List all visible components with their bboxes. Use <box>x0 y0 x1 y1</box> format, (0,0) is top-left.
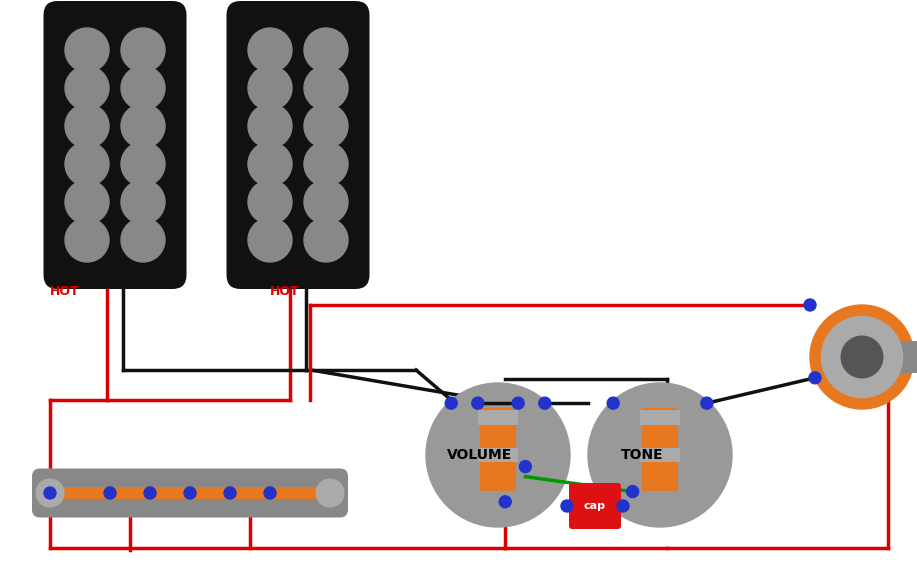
Bar <box>478 411 518 425</box>
Bar <box>50 487 330 499</box>
Circle shape <box>248 142 292 186</box>
Bar <box>480 451 516 491</box>
Circle shape <box>588 383 732 527</box>
Circle shape <box>248 28 292 72</box>
Circle shape <box>121 180 165 224</box>
Text: VOLUME: VOLUME <box>447 448 513 462</box>
Circle shape <box>304 180 348 224</box>
Circle shape <box>121 218 165 262</box>
Circle shape <box>121 142 165 186</box>
Bar <box>480 408 516 448</box>
Text: HOT: HOT <box>270 285 300 298</box>
Circle shape <box>519 461 531 473</box>
Circle shape <box>701 397 713 409</box>
Circle shape <box>561 500 573 512</box>
Bar <box>900 342 917 373</box>
Bar <box>640 411 680 425</box>
Circle shape <box>248 104 292 148</box>
Circle shape <box>316 479 344 507</box>
Circle shape <box>426 383 570 527</box>
Circle shape <box>499 496 511 508</box>
Circle shape <box>810 305 914 409</box>
Circle shape <box>841 336 883 378</box>
Circle shape <box>65 66 109 110</box>
Circle shape <box>539 397 551 409</box>
FancyBboxPatch shape <box>43 1 186 289</box>
Circle shape <box>248 180 292 224</box>
Circle shape <box>36 479 64 507</box>
Circle shape <box>121 28 165 72</box>
Bar <box>642 408 678 448</box>
Circle shape <box>104 487 116 499</box>
Circle shape <box>65 28 109 72</box>
Circle shape <box>607 397 619 409</box>
Circle shape <box>809 372 821 384</box>
Circle shape <box>121 66 165 110</box>
Circle shape <box>804 299 816 311</box>
Circle shape <box>65 142 109 186</box>
Circle shape <box>264 487 276 499</box>
Circle shape <box>617 500 629 512</box>
Circle shape <box>44 487 56 499</box>
Circle shape <box>248 218 292 262</box>
Circle shape <box>304 66 348 110</box>
Circle shape <box>65 180 109 224</box>
Circle shape <box>184 487 196 499</box>
Circle shape <box>626 486 638 497</box>
Circle shape <box>248 66 292 110</box>
Circle shape <box>445 397 458 409</box>
Circle shape <box>304 28 348 72</box>
Circle shape <box>472 397 484 409</box>
Text: TONE: TONE <box>621 448 663 462</box>
Bar <box>640 448 680 462</box>
Text: HOT: HOT <box>50 285 80 298</box>
Circle shape <box>822 316 902 397</box>
Circle shape <box>304 142 348 186</box>
Bar <box>478 448 518 462</box>
Circle shape <box>65 218 109 262</box>
Circle shape <box>121 104 165 148</box>
Circle shape <box>224 487 236 499</box>
FancyBboxPatch shape <box>226 1 370 289</box>
Circle shape <box>513 397 525 409</box>
Circle shape <box>304 104 348 148</box>
FancyBboxPatch shape <box>569 483 621 529</box>
FancyBboxPatch shape <box>32 469 348 518</box>
Text: cap: cap <box>584 501 606 511</box>
Circle shape <box>144 487 156 499</box>
Circle shape <box>65 104 109 148</box>
Circle shape <box>304 218 348 262</box>
Bar <box>642 451 678 491</box>
